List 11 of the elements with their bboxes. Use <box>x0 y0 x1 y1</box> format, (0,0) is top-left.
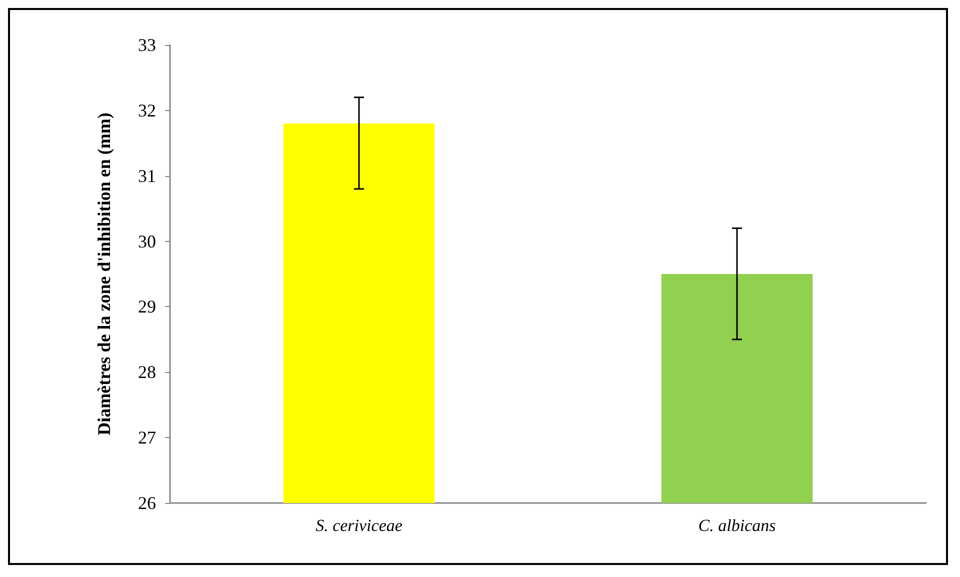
y-tick-label: 26 <box>138 493 156 513</box>
y-tick-label: 30 <box>138 231 156 252</box>
y-tick-label: 32 <box>138 100 156 120</box>
y-axis-title: Diamètres de la zone d'inhibition en (mm) <box>94 112 114 436</box>
y-tick-label: 33 <box>138 35 156 55</box>
y-tick-label: 29 <box>138 296 156 317</box>
x-tick-label: S. ceriviceae <box>316 516 403 535</box>
x-tick-label: C. albicans <box>698 516 776 535</box>
y-tick-label: 28 <box>138 362 156 382</box>
y-tick-label: 31 <box>138 166 156 186</box>
y-tick-label: 27 <box>138 428 156 448</box>
